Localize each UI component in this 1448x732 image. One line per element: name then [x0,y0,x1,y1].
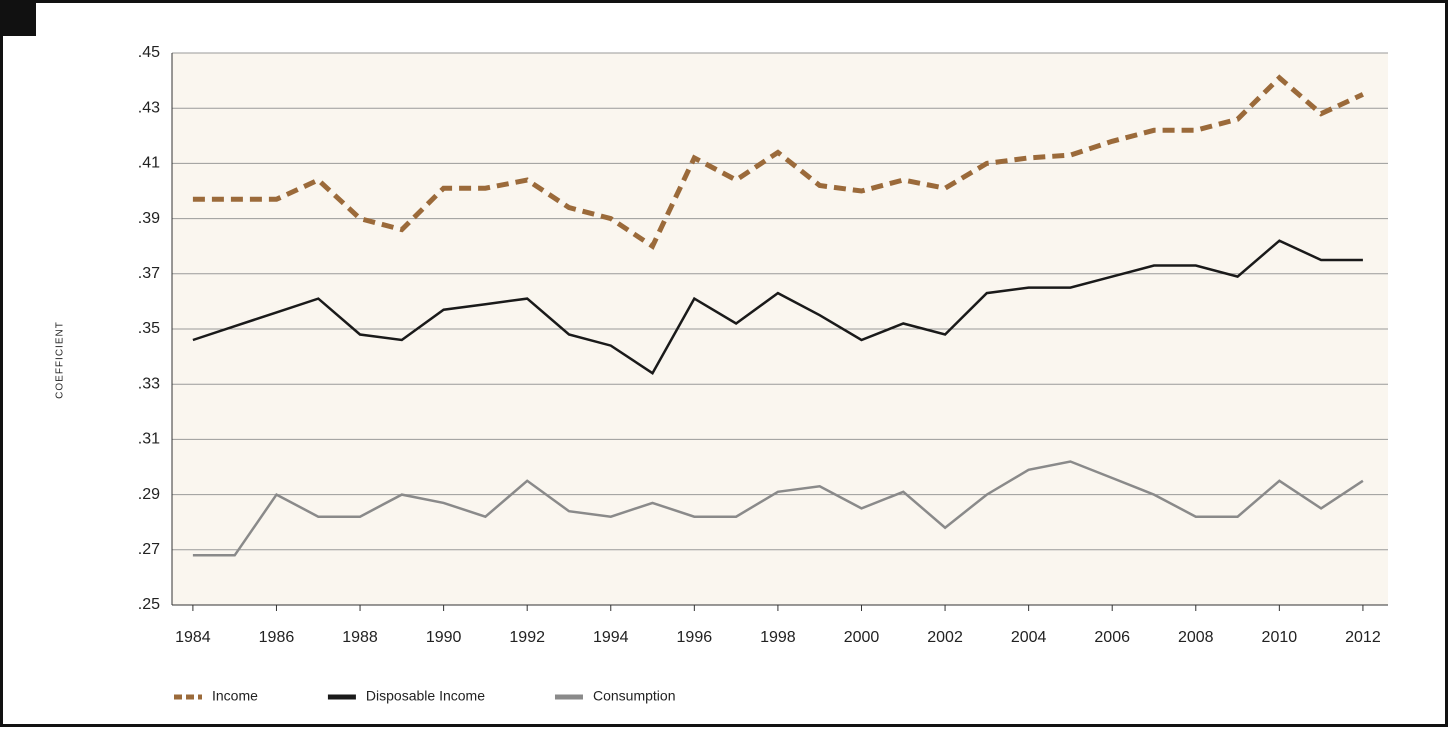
x-tick-label: 1998 [760,629,796,646]
x-tick-label: 1996 [677,629,713,646]
x-tick-label: 1988 [342,629,378,646]
x-tick-label: 2006 [1094,629,1130,646]
y-tick-label: .25 [138,596,160,613]
x-tick-label: 1990 [426,629,462,646]
x-tick-label: 1984 [175,629,211,646]
y-tick-label: .43 [138,99,160,116]
y-tick-label: .37 [138,265,160,282]
y-tick-label: .33 [138,375,160,392]
series-line [192,239,1363,375]
x-tick-label: 2008 [1178,629,1214,646]
x-tick-label: 1986 [259,629,295,646]
y-tick-label: .31 [138,431,160,448]
x-tick-label: 2000 [844,629,880,646]
y-tick-label: .35 [138,320,160,337]
y-tick-label: .41 [138,155,160,172]
x-tick-label: 1992 [509,629,545,646]
x-tick-label: 2004 [1011,629,1047,646]
y-tick-label: .29 [138,486,160,503]
legend-label: Income [212,688,258,704]
corner-block [0,0,36,36]
x-tick-label: 2012 [1345,629,1381,646]
y-axis-label: COEFFICIENT [55,321,66,399]
y-tick-label: .45 [138,44,160,61]
x-tick-label: 2002 [927,629,963,646]
x-tick-label: 1994 [593,629,629,646]
legend-label: Disposable Income [366,688,485,704]
y-tick-label: .39 [138,210,160,227]
y-tick-label: .27 [138,541,160,558]
series-line [192,74,1364,250]
legend-label: Consumption [593,688,676,704]
x-tick-label: 2010 [1262,629,1298,646]
series-line [192,460,1364,557]
